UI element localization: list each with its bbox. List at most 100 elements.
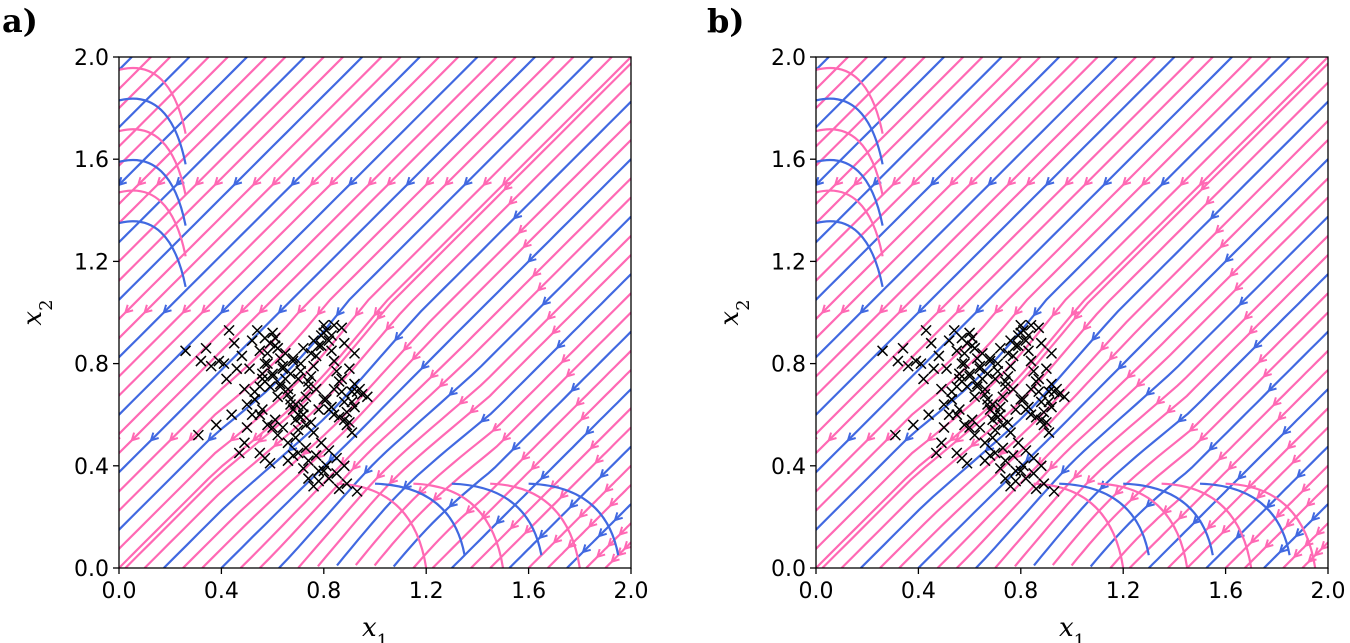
data-point [195,355,207,367]
data-point [1045,347,1058,359]
streamline-arrow [328,176,339,187]
streamline-arrow [277,304,287,314]
data-point [1038,406,1050,418]
streamline-arrow [491,422,502,433]
data-point [277,421,289,434]
data-point [336,322,348,334]
streamline-arrow [1048,460,1058,471]
data-point [328,409,340,421]
streamline-arrow [1238,296,1248,306]
data-point [338,337,350,349]
chart-b-svg: 0.0 0.4 0.8 1.2 1.6 2.0 0.0 0.4 0.8 1.2 1.6 2.0 x1 x2 [715,46,1346,643]
streamline [119,57,229,168]
streamline-arrow [520,451,531,461]
chart-panel-a: a) 0.0 0.4 0.8 1.2 1.6 2.0 0.0 0.4 0.8 1.2 1.6 2.0 x… [0,2,649,643]
streamline [816,57,907,148]
data-point [328,383,340,395]
streamline-arrow [865,432,876,442]
x-tick-label: 0.8 [306,579,341,604]
streamline-arrow [23,177,31,185]
streamline-arrow [948,176,959,187]
streamline-arrow [1228,267,1239,278]
streamline-arrow [1272,397,1282,407]
streamline-arrow [229,432,239,442]
streamline-arrow [1305,497,1316,508]
streamline-arrow [482,176,492,187]
streamline-arrow [106,305,114,313]
streamline-arrow [1220,524,1231,535]
data-point [236,350,248,362]
data-point [323,473,335,485]
streamline-arrow [551,325,561,335]
x-axis-label-sub: 1 [377,631,388,643]
data-point [953,368,965,380]
streamline-arrow [239,304,249,314]
streamline-arrow [130,432,140,442]
streamline [119,57,479,417]
data-point [1033,386,1045,398]
streamline-arrow [517,224,527,235]
data-point [1007,383,1019,395]
streamline-arrow [1099,341,1109,352]
streamline-arrow [363,465,373,475]
streamline-arrow [1217,451,1228,461]
data-point [282,437,294,449]
streamline-arrow [448,498,458,508]
streamline-arrow [438,378,449,388]
streamline-arrow [347,176,358,187]
streamline-arrow [429,369,439,379]
data-point [300,442,312,454]
x-tick-label: 1.6 [1208,579,1243,604]
data-point [1043,386,1055,398]
streamline-arrow [1320,540,1328,551]
data-point [999,473,1011,485]
streamline-arrow [522,239,532,249]
streamline [816,57,1022,263]
streamline-arrow [833,176,844,187]
data-point [259,332,271,344]
data-point [272,391,284,403]
data-point [928,363,940,375]
streamline [816,128,884,196]
streamline-arrow [10,305,18,313]
x-axis-label-sub: 1 [1074,631,1085,643]
streamline-arrow [1192,515,1202,525]
data-point [969,342,981,354]
streamline-arrow [1140,176,1151,187]
x-tick-label: 2.0 [1311,579,1346,604]
ticks: 0.0 0.4 0.8 1.2 1.6 2.0 0.0 0.4 0.8 1.2 1.6 2.0 [771,46,1346,604]
data-point [964,421,976,434]
streamline-arrow [1224,253,1234,263]
streamline-arrow [480,510,491,520]
data-point [295,358,307,370]
data-point [310,383,322,395]
data-point [292,424,304,436]
streamline-arrow [405,176,415,187]
streamline-arrow [465,505,475,515]
streamline-arrow [530,461,540,471]
data-point [961,457,973,469]
data-point [1043,427,1055,439]
data-point [951,345,963,357]
data-point [318,327,330,339]
streamline-arrow [752,433,760,441]
streamline-arrow [272,438,283,448]
streamline-arrow [0,433,5,441]
streamline [119,57,344,283]
streamline-arrow [463,176,473,187]
streamline-arrow [55,433,63,441]
streamline-arrow [797,177,805,185]
data-point [336,373,348,385]
streamline-arrow [929,176,940,187]
streamline-arrow [149,432,159,442]
streamline-arrow [1275,508,1285,519]
streamline [119,67,187,134]
y-axis-label-sub: 2 [36,299,57,310]
data-point [897,342,909,354]
x-tick-label: 0.4 [204,579,239,604]
data-point [1045,401,1058,413]
data-point [987,398,999,411]
x-axis-label: x1 [1059,613,1085,643]
streamline-arrow [570,382,580,393]
streamline [816,57,1003,244]
